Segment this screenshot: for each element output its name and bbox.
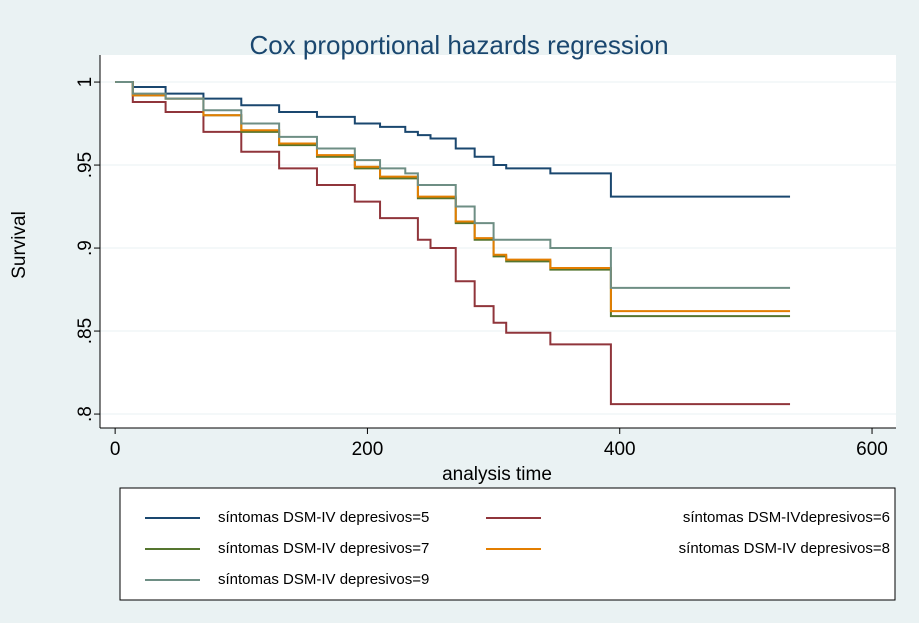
y-tick-label: .8 <box>75 406 96 422</box>
survival-line <box>115 81 791 406</box>
y-axis-label: Survival <box>9 211 30 279</box>
legend-label: síntomas DSM-IV depresivos=9 <box>218 571 429 588</box>
legend-box <box>119 487 896 601</box>
legend-label: síntomas DSM-IV depresivos=8 <box>679 540 890 557</box>
x-axis-label: analysis time <box>442 464 552 485</box>
x-tick-label: 400 <box>604 439 636 460</box>
legend-label: síntomas DSM-IV depresivos=5 <box>218 509 429 526</box>
x-tick-label: 0 <box>110 439 121 460</box>
y-tick-label: .9 <box>75 240 96 256</box>
chart-title: Cox proportional hazards regression <box>249 30 668 60</box>
legend-label: síntomas DSM-IV depresivos=7 <box>218 540 429 557</box>
y-tick-label: .85 <box>75 318 96 344</box>
survival-line <box>115 81 791 289</box>
y-tick-label: .95 <box>75 152 96 178</box>
plot-area <box>100 55 896 428</box>
x-tick-label: 600 <box>856 439 888 460</box>
y-tick-label: 1 <box>75 77 96 88</box>
x-tick-label: 200 <box>352 439 384 460</box>
legend-label: síntomas DSM-IVdepresivos=6 <box>683 509 890 526</box>
